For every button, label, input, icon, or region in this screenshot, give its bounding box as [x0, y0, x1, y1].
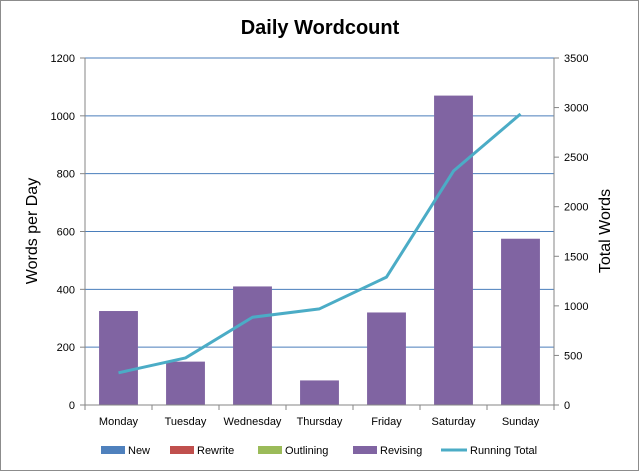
bar-revising: [501, 238, 540, 405]
legend-label: New: [128, 445, 150, 457]
bar-revising: [166, 361, 205, 405]
x-tick-label: Friday: [371, 416, 402, 428]
legend-label: Rewrite: [197, 445, 234, 457]
x-tick-label: Saturday: [431, 416, 476, 428]
y2-tick-label: 1500: [564, 251, 588, 263]
y-tick-label: 800: [57, 169, 75, 181]
x-tick-label: Sunday: [502, 416, 540, 428]
legend-swatch: [101, 446, 125, 454]
y2-tick-label: 2000: [564, 202, 588, 214]
legend-item-outlining: Outlining: [258, 445, 328, 457]
legend: New Rewrite Outlining Revising Running Total: [101, 445, 537, 457]
y-tick-label: 200: [57, 342, 75, 354]
axes: [80, 57, 559, 410]
y2-tick-label: 3000: [564, 103, 588, 115]
legend-item-running-total: Running Total: [441, 445, 537, 457]
bar-revising: [300, 380, 339, 405]
y-tick-label: 600: [57, 227, 75, 239]
legend-label: Revising: [380, 445, 422, 457]
y-tick-label: 1200: [51, 53, 75, 65]
y2-tick-label: 1000: [564, 301, 588, 313]
y2-tick-label: 500: [564, 350, 582, 362]
legend-swatch: [353, 446, 377, 454]
bar-revising: [367, 312, 406, 405]
y2-tick-label: 0: [564, 400, 570, 412]
x-tick-label: Thursday: [297, 416, 343, 428]
gridlines: [85, 57, 554, 348]
chart-title: Daily Wordcount: [241, 17, 400, 39]
y2-axis-title: Total Words: [597, 189, 614, 273]
legend-swatch: [170, 446, 194, 454]
bar-revising: [434, 95, 473, 405]
y-tick-label: 1000: [51, 111, 75, 123]
left-axis-ticks: 0 200 400 600 800 1000 1200: [51, 53, 75, 412]
legend-item-rewrite: Rewrite: [170, 445, 234, 457]
y-axis-title: Words per Day: [24, 178, 41, 284]
y-tick-label: 0: [69, 400, 75, 412]
category-axis-labels: Monday Tuesday Wednesday Thursday Friday Satu…: [99, 416, 540, 428]
x-tick-label: Monday: [99, 416, 139, 428]
bar-revising: [233, 286, 272, 405]
legend-swatch: [258, 446, 282, 454]
y-tick-label: 400: [57, 284, 75, 296]
x-tick-label: Wednesday: [224, 416, 282, 428]
legend-item-revising: Revising: [353, 445, 422, 457]
x-tick-label: Tuesday: [165, 416, 207, 428]
legend-item-new: New: [101, 445, 150, 457]
y2-tick-label: 3500: [564, 53, 588, 65]
legend-label: Running Total: [470, 445, 537, 457]
y2-tick-label: 2500: [564, 152, 588, 164]
bar-revising: [99, 311, 138, 405]
running-total-line: [118, 112, 522, 375]
right-axis-ticks: 0 500 1000 1500 2000 2500 3000 3500: [564, 53, 588, 412]
legend-label: Outlining: [285, 445, 328, 457]
bars: [99, 95, 540, 405]
